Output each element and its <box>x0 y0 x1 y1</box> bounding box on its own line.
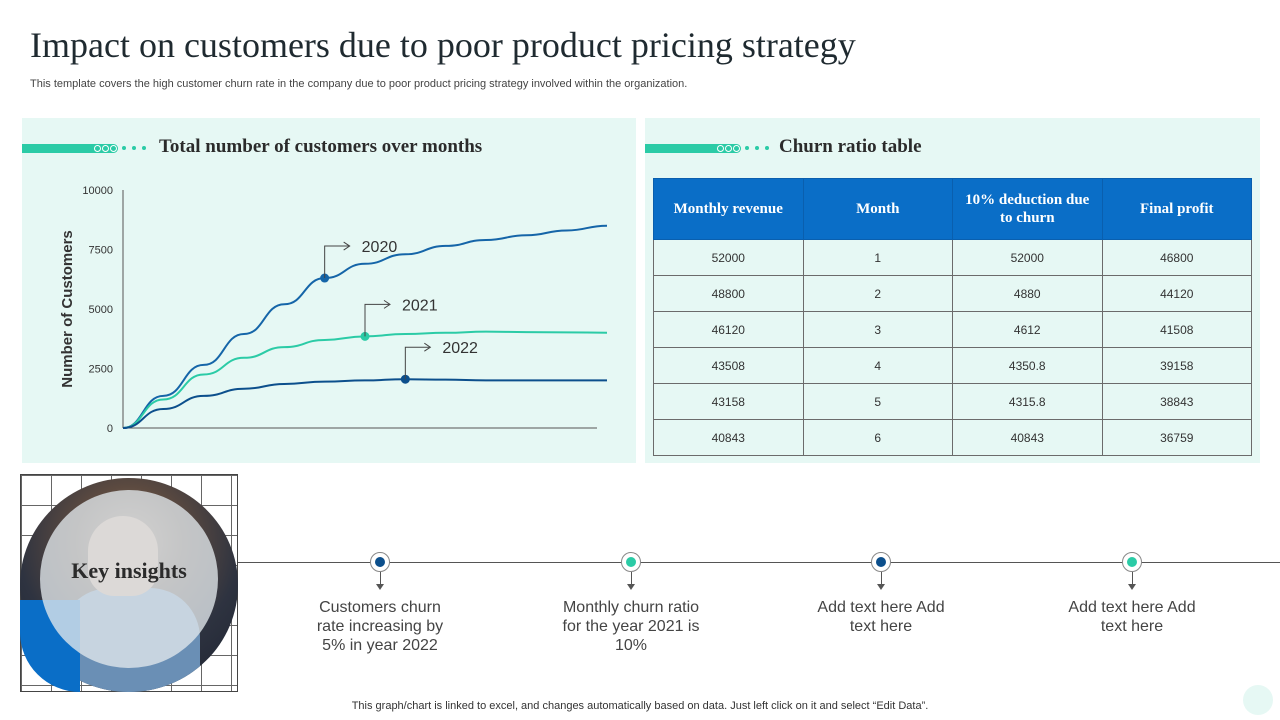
churn-ratio-table: Monthly revenue Month 10% deduction due … <box>653 178 1252 456</box>
customers-chart-panel: Total number of customers over months 0 2… <box>22 118 636 463</box>
table-row: 43508 4 4350.8 39158 <box>653 347 1252 384</box>
series-label-2021: 2021 <box>402 297 438 314</box>
table-cell: 4350.8 <box>952 347 1103 384</box>
footnote: This graph/chart is linked to excel, and… <box>351 700 929 712</box>
timeline-connector <box>881 572 882 586</box>
column-header: Month <box>802 178 953 240</box>
table-header-row: Monthly revenue Month 10% deduction due … <box>653 178 1252 240</box>
column-header: Monthly revenue <box>653 178 804 240</box>
table-cell: 4 <box>802 347 953 384</box>
callout-arrowhead-icon <box>424 342 432 352</box>
table-cell: 41508 <box>1101 311 1252 348</box>
table-cell: 6 <box>802 419 953 456</box>
page-title: Impact on customers due to poor product … <box>30 25 856 65</box>
table-cell: 52000 <box>952 239 1103 276</box>
table-cell: 39158 <box>1101 347 1252 384</box>
series-label-2022: 2022 <box>442 340 478 357</box>
table-cell: 4880 <box>952 275 1103 312</box>
table-row: 43158 5 4315.8 38843 <box>653 383 1252 420</box>
table-cell: 1 <box>802 239 953 276</box>
timeline-marker-icon <box>621 552 641 572</box>
y-tick-label: 10000 <box>82 185 113 197</box>
table-cell: 36759 <box>1101 419 1252 456</box>
table-cell: 46800 <box>1101 239 1252 276</box>
y-tick-label: 0 <box>107 423 113 435</box>
table-cell: 38843 <box>1101 383 1252 420</box>
customers-line-chart[interactable]: 0 2500 5000 7500 10000 Number of Customers 202… <box>22 118 636 463</box>
arrow-down-icon <box>1128 584 1136 590</box>
table-cell: 44120 <box>1101 275 1252 312</box>
insight-text: Monthly churn ratio for the year 2021 is… <box>562 599 700 654</box>
series-line-2022 <box>122 378 607 429</box>
callout-arrow-icon <box>324 245 349 279</box>
timeline-connector <box>631 572 632 586</box>
timeline-line <box>238 562 1280 563</box>
table-cell: 3 <box>802 311 953 348</box>
arrow-down-icon <box>627 584 635 590</box>
arrow-down-icon <box>877 584 885 590</box>
timeline-marker-icon <box>370 552 390 572</box>
table-cell: 43158 <box>653 383 804 420</box>
table-cell: 48800 <box>653 275 804 312</box>
callout-arrowhead-icon <box>383 299 391 309</box>
insight-text: Add text here Add text here <box>1068 599 1196 635</box>
table-cell: 40843 <box>653 419 804 456</box>
table-row: 40843 6 40843 36759 <box>653 419 1252 456</box>
y-tick-label: 7500 <box>89 245 113 257</box>
y-axis-label: Number of Customers <box>59 230 76 388</box>
table-cell: 4315.8 <box>952 383 1103 420</box>
table-row: 48800 2 4880 44120 <box>653 275 1252 312</box>
series-line-2020 <box>122 224 608 429</box>
table-cell: 5 <box>802 383 953 420</box>
insight-text: Add text here Add text here <box>817 599 945 635</box>
key-insights-label: Key insights <box>71 558 187 583</box>
y-tick-label: 2500 <box>89 364 113 376</box>
corner-decoration <box>1243 685 1273 715</box>
callout-arrow-icon <box>404 346 430 380</box>
table-cell: 2 <box>802 275 953 312</box>
table-cell: 46120 <box>653 311 804 348</box>
table-row: 52000 1 52000 46800 <box>653 239 1252 276</box>
table-cell: 40843 <box>952 419 1103 456</box>
column-header: Final profit <box>1101 178 1252 240</box>
callout-arrowhead-icon <box>343 241 351 251</box>
arrow-down-icon <box>376 584 384 590</box>
timeline-connector <box>1132 572 1133 586</box>
table-cell: 4612 <box>952 311 1103 348</box>
column-header: 10% deduction due to churn <box>952 178 1103 240</box>
callout-arrow-icon <box>364 303 389 337</box>
timeline-marker-icon <box>871 552 891 572</box>
y-tick-label: 5000 <box>89 304 113 316</box>
table-row: 46120 3 4612 41508 <box>653 311 1252 348</box>
timeline-connector <box>380 572 381 586</box>
series-label-2020: 2020 <box>362 239 398 256</box>
churn-table-panel: Churn ratio table Monthly revenue Month … <box>645 118 1260 463</box>
timeline-marker-icon <box>1122 552 1142 572</box>
insights-circle <box>40 490 218 668</box>
table-cell: 52000 <box>653 239 804 276</box>
insight-text: Customers churn rate increasing by 5% in… <box>316 599 444 654</box>
table-title: Churn ratio table <box>779 136 922 157</box>
chart-title: Total number of customers over months <box>159 136 483 157</box>
table-cell: 43508 <box>653 347 804 384</box>
page-subtitle: This template covers the high customer c… <box>30 78 688 90</box>
